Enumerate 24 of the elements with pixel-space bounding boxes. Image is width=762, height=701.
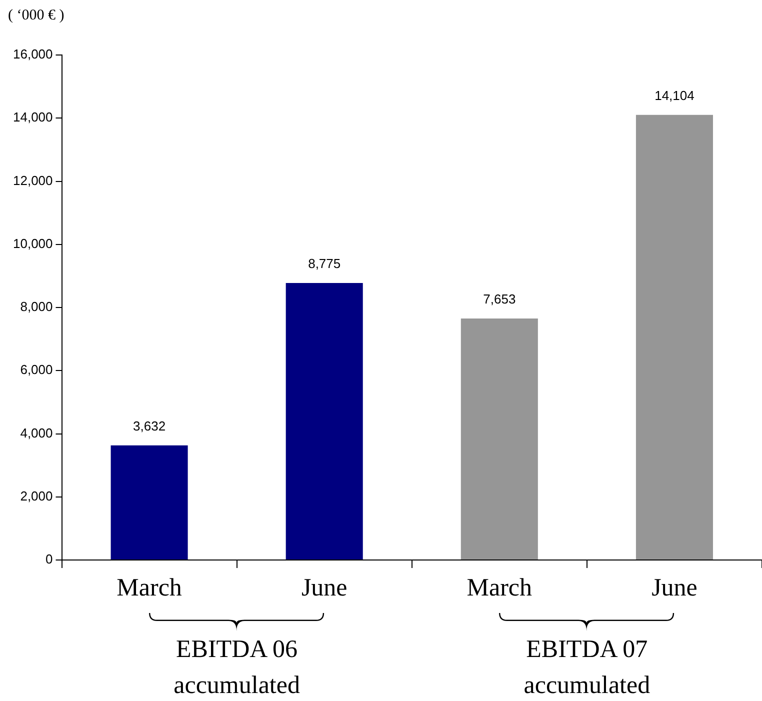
- y-axis-title: ( ‘000 € ): [8, 7, 64, 24]
- data-label: 14,104: [654, 88, 694, 103]
- y-tick-label: 6,000: [20, 362, 53, 378]
- data-label: 3,632: [133, 418, 166, 434]
- data-label: 7,653: [483, 292, 516, 307]
- y-tick-label: 2,000: [20, 488, 53, 504]
- text: EBITDA 06 accumulated: [174, 635, 300, 701]
- x-tick-label: March: [116, 574, 182, 602]
- x-tick-label: June: [652, 574, 698, 602]
- x-tick-label: March: [466, 574, 533, 602]
- bar: [636, 114, 713, 560]
- y-tick-label: 16,000: [12, 46, 53, 62]
- bar: [460, 318, 538, 560]
- x-tick-label: June: [301, 574, 348, 602]
- text: EBITDA 07 accumulated: [524, 635, 650, 701]
- y-tick-label: 12,000: [12, 172, 53, 188]
- y-tick-label: 0: [46, 552, 53, 567]
- bar: [286, 283, 363, 560]
- y-tick-label: 8,000: [20, 299, 53, 314]
- y-tick-label: 10,000: [12, 236, 53, 251]
- y-tick-label: 4,000: [20, 425, 53, 440]
- bar: [110, 445, 188, 560]
- data-label: 8,775: [308, 256, 341, 272]
- y-tick-label: 14,000: [12, 110, 53, 125]
